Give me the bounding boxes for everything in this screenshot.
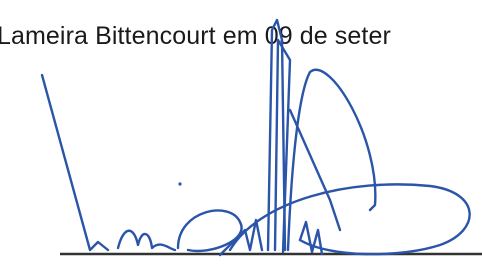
document-fragment: Lameira Bittencourt em 09 de seter (0, 0, 482, 265)
signature (0, 0, 482, 265)
signature-stroke (300, 222, 322, 254)
signature-stroke (42, 75, 108, 250)
signature-stroke (118, 231, 175, 250)
ink-dot (178, 182, 181, 185)
signature-stroke (290, 110, 340, 230)
signature-stroke (288, 70, 375, 250)
signature-stroke (230, 184, 470, 254)
